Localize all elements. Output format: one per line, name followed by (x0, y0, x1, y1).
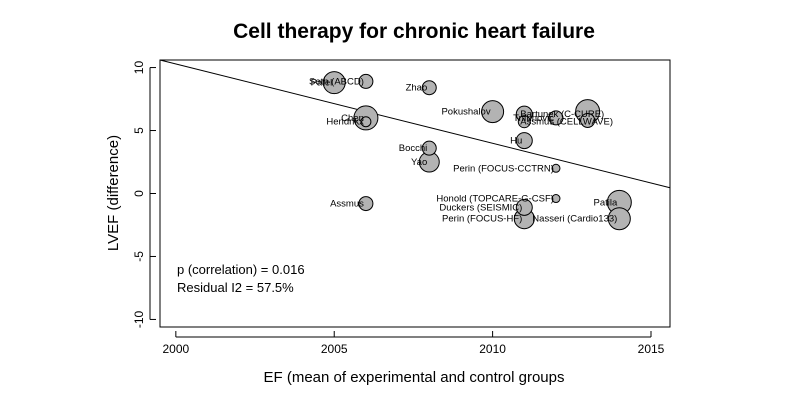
y-axis-label: LVEF (difference) (105, 135, 122, 251)
point-label: Seth (ABCD) (309, 76, 364, 87)
point-label: Bartunek (C-CURE) (520, 109, 604, 120)
x-tick-label: 2010 (479, 342, 506, 356)
data-point (515, 132, 533, 150)
x-tick-label: 2000 (162, 342, 189, 356)
data-point (421, 80, 437, 96)
annotation-correlation: p (correlation) = 0.016 (177, 262, 305, 277)
data-point (551, 163, 561, 173)
x-axis-label: EF (mean of experimental and control gro… (264, 369, 565, 386)
point-label: Patila (594, 197, 618, 208)
point-label: Zhao (406, 83, 428, 94)
point-label: Hendrikx (326, 117, 364, 128)
data-point (548, 110, 564, 126)
point-label: Pokushalov (441, 107, 490, 118)
point-label: Yao (411, 157, 427, 168)
point-label: Bocchi (399, 143, 428, 154)
point-label: Hu (510, 136, 522, 147)
point-label: Assmus (330, 199, 364, 210)
data-point (515, 198, 533, 216)
x-axis: 2000 2005 2010 2015 (162, 331, 665, 356)
point-label: Patel (311, 78, 333, 89)
data-point (551, 194, 561, 204)
data-point (580, 112, 596, 128)
y-tick-label: -5 (132, 251, 146, 262)
point-label: Honold (TOPCARE-G-CSF) (436, 194, 554, 205)
data-point (358, 196, 374, 212)
data-point (421, 140, 437, 156)
point-label: Duckers (SEISMIC) (439, 202, 522, 213)
point-label: Assmus (CELLWAVE) (520, 117, 613, 128)
x-tick-label: 2005 (321, 342, 348, 356)
data-point (517, 115, 531, 129)
plot-frame (159, 59, 671, 328)
chart-title: Cell therapy for chronic heart failure (233, 20, 595, 43)
data-point (607, 207, 631, 231)
y-tick-label: -10 (132, 310, 146, 328)
y-axis: -10 -5 0 5 10 (132, 61, 156, 328)
regression-line (159, 59, 671, 189)
data-point (322, 71, 346, 95)
data-point (360, 116, 372, 128)
point-label: Trifunovic (513, 113, 554, 124)
point-label: Perin (FOCUS-HF) (442, 214, 522, 225)
point-label: Chen (341, 113, 364, 124)
y-tick-label: 5 (132, 127, 146, 134)
x-tick-label: 2015 (638, 342, 665, 356)
y-tick-label: 0 (132, 190, 146, 197)
data-point (481, 100, 505, 124)
y-tick-label: 10 (132, 61, 146, 75)
point-label: Nasseri (Cardio133) (532, 214, 617, 225)
annotation-residual: Residual I2 = 57.5% (177, 280, 294, 295)
point-label: Perin (FOCUS-CCTRN) (453, 163, 554, 174)
data-point (358, 73, 374, 89)
